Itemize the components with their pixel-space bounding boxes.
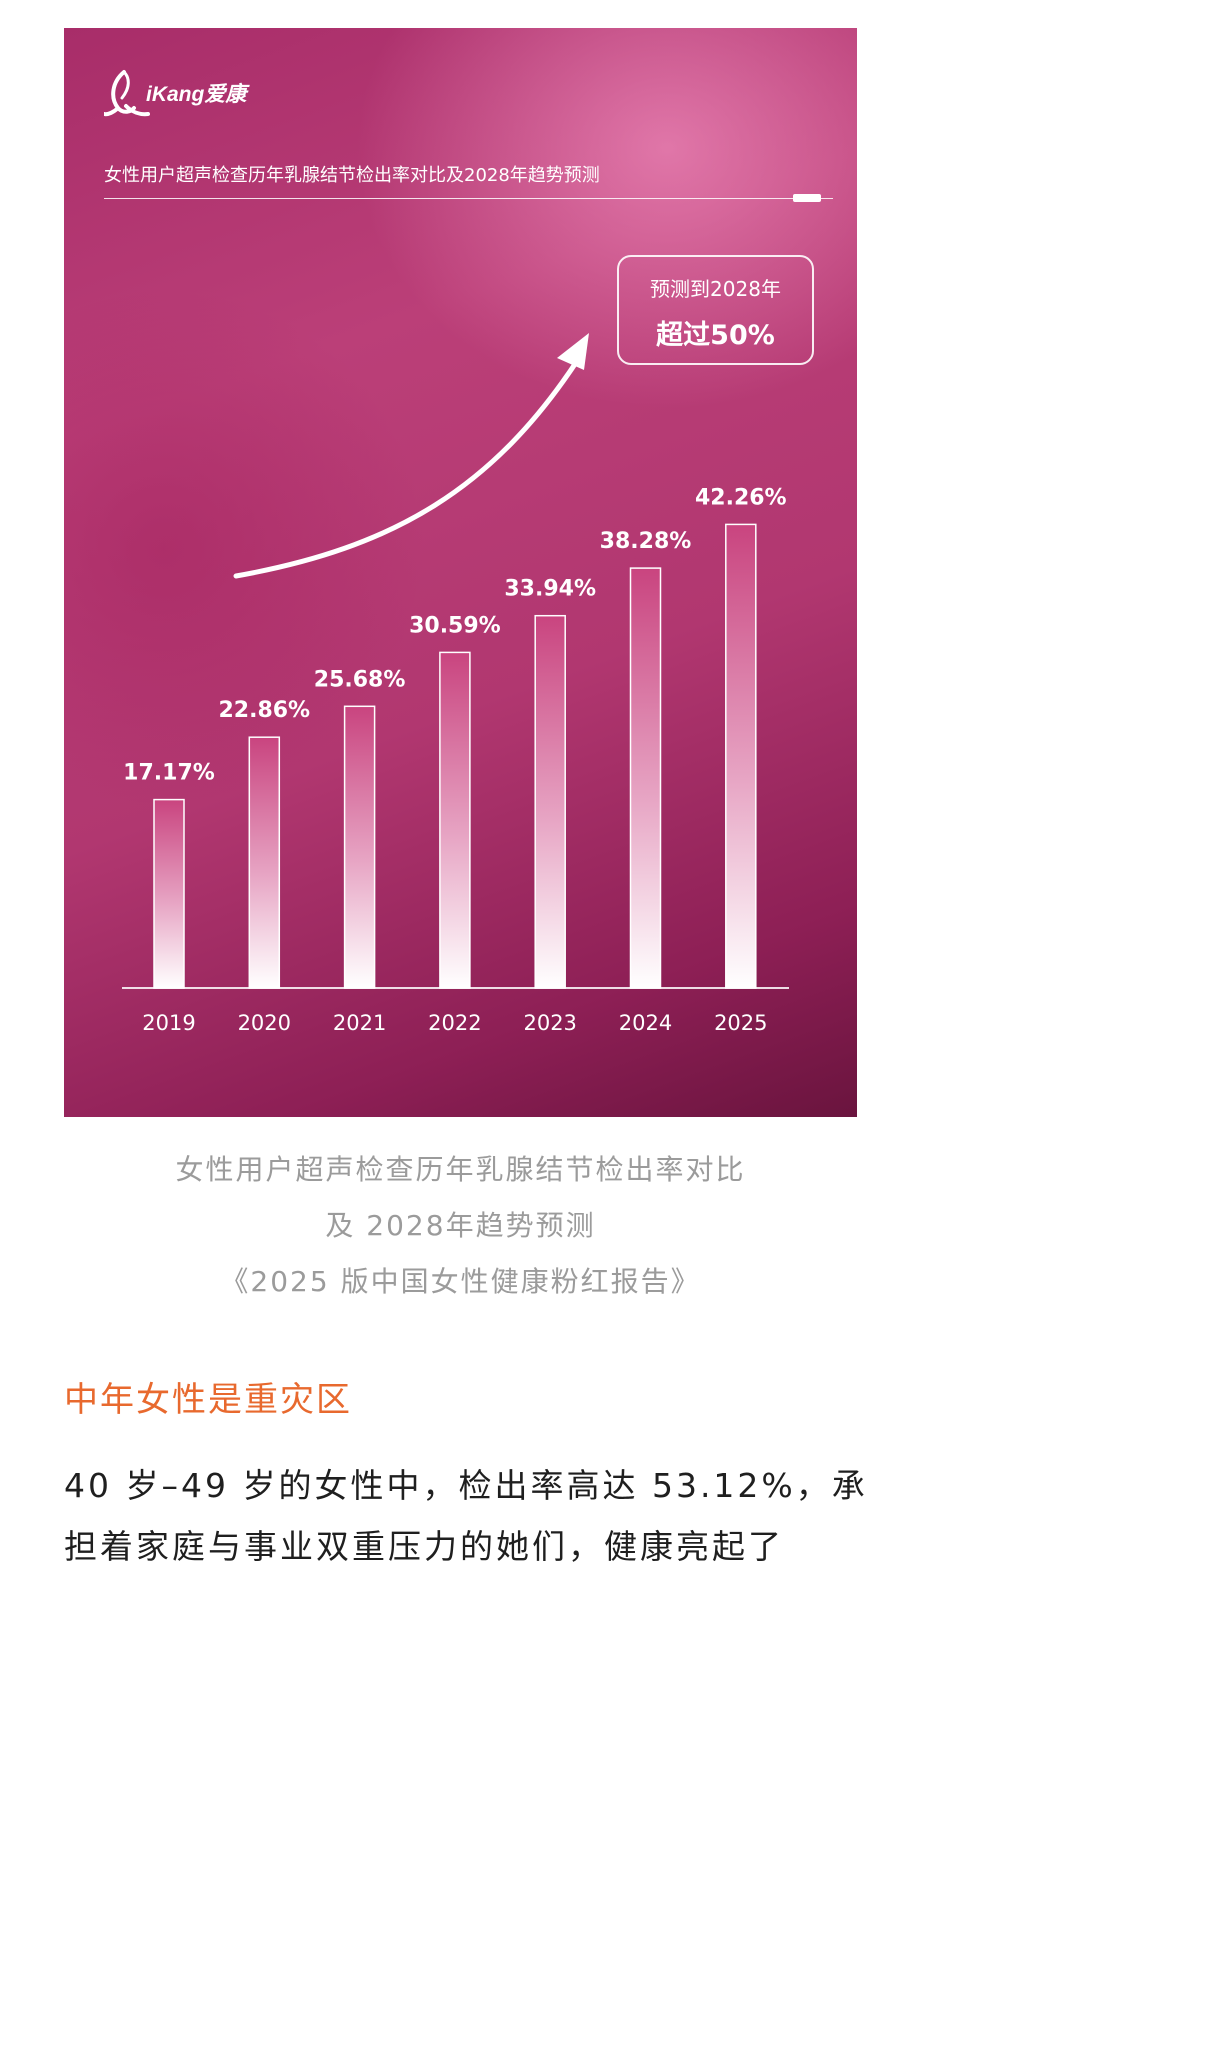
x-tick-2024: 2024	[619, 1011, 672, 1035]
bar-2021	[343, 705, 376, 989]
title-divider-knob	[793, 194, 821, 202]
paragraph-line-1: 40 岁–49 岁的女性中，检出率高达 53.12%，承	[64, 1466, 868, 1505]
data-label-2021: 25.68%	[314, 667, 406, 692]
section-heading: 中年女性是重灾区	[64, 1380, 352, 1420]
infographic-card: iKang爱康 女性用户超声检查历年乳腺结节检出率对比及2028年趋势预测 预测…	[64, 28, 857, 1117]
trend-arrow-icon	[233, 355, 582, 579]
x-tick-2022: 2022	[428, 1011, 481, 1035]
bar-2019	[153, 798, 185, 989]
logo-text: iKang爱康	[146, 83, 247, 106]
data-label-2024: 38.28%	[600, 529, 692, 554]
bar-2022	[439, 651, 471, 989]
paragraph-line-2: 担着家庭与事业双重压力的她们，健康亮起了	[64, 1527, 784, 1566]
prediction-line1: 预测到2028年	[650, 277, 781, 301]
bar-2023	[534, 614, 566, 989]
ikang-logo: iKang爱康	[104, 68, 304, 118]
x-tick-2020: 2020	[238, 1011, 291, 1035]
figure-caption-line1: 女性用户超声检查历年乳腺结节检出率对比	[175, 1153, 746, 1186]
bar-2024	[629, 567, 662, 989]
data-label-2019: 17.17%	[123, 761, 215, 786]
data-label-2020: 22.86%	[218, 698, 310, 723]
title-divider	[104, 198, 833, 199]
prediction-callout: 预测到2028年 超过50%	[617, 255, 814, 365]
figure-caption-source: 《2025 版中国女性健康粉红报告》	[220, 1265, 701, 1298]
bar-2020	[248, 736, 281, 989]
bar-2025	[725, 523, 757, 989]
ribbon-logo-icon	[104, 70, 150, 117]
data-label-2022: 30.59%	[409, 613, 501, 638]
x-tick-2025: 2025	[714, 1011, 767, 1035]
trend-arrowhead-icon	[557, 333, 589, 370]
bar-chart: 17.17% 2019 22.86% 2020 25.68% 2021 30.59% 2022…	[122, 333, 789, 1035]
chart-title: 女性用户超声检查历年乳腺结节检出率对比及2028年趋势预测	[104, 165, 600, 186]
data-label-2023: 33.94%	[504, 577, 596, 602]
x-tick-2021: 2021	[333, 1011, 386, 1035]
x-tick-2019: 2019	[142, 1011, 195, 1035]
data-label-2025: 42.26%	[695, 485, 787, 510]
x-tick-2023: 2023	[523, 1011, 576, 1035]
prediction-line2: 超过50%	[656, 320, 775, 351]
figure-caption-line2: 及 2028年趋势预测	[325, 1209, 596, 1242]
